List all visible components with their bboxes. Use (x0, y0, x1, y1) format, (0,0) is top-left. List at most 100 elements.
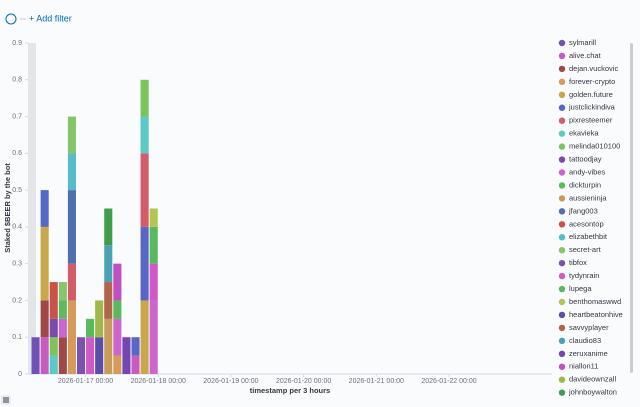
y-tick-label: 0.8 (12, 77, 22, 84)
bar-segment (104, 245, 113, 283)
bar-segment (104, 208, 113, 246)
legend-swatch (558, 78, 566, 86)
legend-label[interactable]: golden.future (569, 90, 613, 99)
y-tick-label: 0.4 (12, 224, 22, 231)
bar-segment (67, 263, 76, 301)
y-tick-label: 0.9 (12, 40, 22, 47)
bar-segment (86, 318, 95, 338)
legend-label[interactable]: heartbeatonhive (569, 310, 623, 319)
add-filter[interactable]: + Add filter (29, 13, 72, 23)
bar-segment (58, 300, 67, 319)
legend-swatch (558, 259, 566, 267)
legend-label[interactable]: aussieninja (569, 193, 607, 202)
bar-segment (40, 337, 49, 374)
bar-segment (67, 300, 76, 374)
bar-segment (95, 337, 104, 374)
legend-label[interactable]: niallon11 (569, 362, 598, 371)
legend-label[interactable]: alive.chat (569, 51, 602, 60)
bar-segment (67, 190, 76, 264)
legend-swatch (558, 91, 566, 99)
legend-label[interactable]: dickturpin (569, 180, 601, 189)
legend-label[interactable]: tydynrain (569, 271, 599, 280)
legend-swatch (558, 143, 566, 150)
bar-segment (58, 318, 67, 338)
legend-swatch (558, 104, 566, 111)
bar-segment (31, 337, 40, 374)
legend-label[interactable]: elizabethbit (569, 232, 608, 241)
legend-label[interactable]: savvyplayer (569, 323, 609, 332)
legend-swatch (558, 208, 566, 215)
scrollbar[interactable] (630, 43, 633, 373)
x-tick-label: 2026-01-22 00:00 (421, 378, 476, 385)
legend-label[interactable]: lupega (569, 284, 592, 293)
legend-label[interactable]: davideownzall (569, 375, 616, 384)
legend-label[interactable]: justclickindiva (568, 103, 616, 112)
legend-swatch (558, 169, 566, 176)
legend-swatch (558, 376, 566, 383)
legend-swatch (558, 298, 566, 306)
bar-segment (49, 318, 58, 338)
legend-label[interactable]: melinda010100 (569, 142, 620, 151)
x-tick-label: 2026-01-20 00:00 (276, 378, 331, 385)
x-tick-label: 2026-01-19 00:00 (203, 378, 258, 385)
bar-segment (40, 226, 49, 301)
bar-segment (113, 318, 122, 356)
legend-label[interactable]: johnboywalton (568, 388, 617, 397)
legend-swatch (558, 337, 566, 345)
bar-segment (149, 208, 158, 227)
legend-swatch (558, 130, 566, 137)
y-tick-label: 0.7 (12, 113, 22, 120)
legend-swatch (558, 285, 566, 293)
bar-segment (104, 318, 113, 374)
legend-swatch (558, 350, 566, 357)
legend-label[interactable]: zeruxanime (569, 349, 608, 358)
legend-label[interactable]: benthomaswwd (569, 297, 621, 306)
legend-label[interactable]: jfang003 (568, 206, 598, 215)
legend-swatch (558, 389, 566, 396)
legend-swatch (558, 65, 566, 73)
bar-segment (140, 116, 149, 154)
bar-segment (49, 337, 58, 356)
bar-segment (76, 337, 86, 374)
x-tick-label: 2026-01-18 00:00 (131, 378, 186, 385)
legend-swatch (558, 39, 566, 47)
bar-segment (58, 337, 67, 374)
x-tick-label: 2026-01-17 00:00 (58, 378, 113, 385)
legend-label[interactable]: sylmarill (569, 38, 596, 47)
y-tick-label: 0.5 (12, 187, 22, 194)
legend-label[interactable]: acesontop (569, 219, 604, 228)
legend-swatch (558, 324, 566, 332)
legend-swatch (558, 195, 566, 202)
hover-band (28, 43, 36, 374)
legend-swatch (558, 221, 566, 228)
bar-segment (140, 153, 149, 227)
legend-label[interactable]: ekavieka (569, 129, 599, 138)
bar-segment (140, 79, 149, 117)
x-tick-label: 2026-01-21 00:00 (349, 378, 404, 385)
y-tick-label: 0 (18, 371, 22, 378)
bar-segment (49, 282, 58, 319)
legend-label[interactable]: tattoodjay (569, 155, 602, 164)
x-axis-title: timestamp per 3 hours (250, 386, 330, 395)
bar-segment (131, 337, 140, 356)
legend-swatch (558, 247, 566, 254)
legend-label[interactable]: pixresteemer (569, 116, 613, 125)
bar-segment (149, 263, 158, 301)
filter-icon[interactable] (5, 13, 17, 25)
bar-segment (104, 282, 113, 319)
legend-swatch (558, 156, 566, 163)
bar-segment (95, 300, 104, 338)
legend-label[interactable]: secret-art (569, 245, 602, 254)
y-tick-label: 0.6 (12, 150, 22, 157)
bar-segment (140, 226, 149, 301)
y-tick-label: 0.3 (12, 261, 22, 268)
legend-label[interactable]: claudio83 (569, 336, 601, 345)
legend-label[interactable]: tibfox (569, 258, 587, 267)
legend-label[interactable]: dejan.vuckovic (569, 64, 618, 73)
legend-label[interactable]: forever-crypto (569, 77, 615, 86)
y-tick-label: 0.2 (12, 297, 22, 304)
bar-segment (140, 300, 149, 374)
bar-segment (149, 226, 158, 264)
legend-label[interactable]: andy-vibes (569, 167, 606, 176)
